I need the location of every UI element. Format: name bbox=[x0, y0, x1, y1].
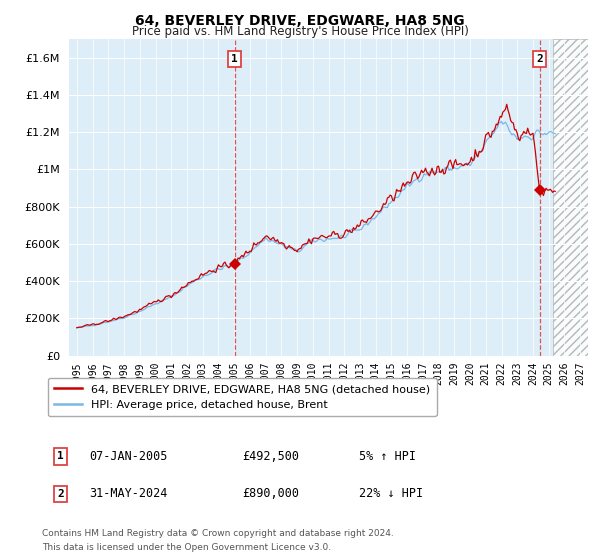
Text: 31-MAY-2024: 31-MAY-2024 bbox=[89, 487, 168, 501]
Bar bbox=[553, 39, 588, 356]
Text: Price paid vs. HM Land Registry's House Price Index (HPI): Price paid vs. HM Land Registry's House … bbox=[131, 25, 469, 38]
Text: 5% ↑ HPI: 5% ↑ HPI bbox=[359, 450, 416, 463]
Text: This data is licensed under the Open Government Licence v3.0.: This data is licensed under the Open Gov… bbox=[42, 543, 331, 552]
Text: 2: 2 bbox=[57, 489, 64, 499]
Text: 22% ↓ HPI: 22% ↓ HPI bbox=[359, 487, 423, 501]
Legend: 64, BEVERLEY DRIVE, EDGWARE, HA8 5NG (detached house), HPI: Average price, detac: 64, BEVERLEY DRIVE, EDGWARE, HA8 5NG (de… bbox=[47, 377, 437, 417]
Text: £890,000: £890,000 bbox=[242, 487, 299, 501]
Text: 07-JAN-2005: 07-JAN-2005 bbox=[89, 450, 168, 463]
Text: £492,500: £492,500 bbox=[242, 450, 299, 463]
Text: 2: 2 bbox=[536, 54, 543, 64]
Text: 1: 1 bbox=[57, 451, 64, 461]
Text: Contains HM Land Registry data © Crown copyright and database right 2024.: Contains HM Land Registry data © Crown c… bbox=[42, 529, 394, 538]
Text: 1: 1 bbox=[231, 54, 238, 64]
Text: 64, BEVERLEY DRIVE, EDGWARE, HA8 5NG: 64, BEVERLEY DRIVE, EDGWARE, HA8 5NG bbox=[135, 14, 465, 28]
